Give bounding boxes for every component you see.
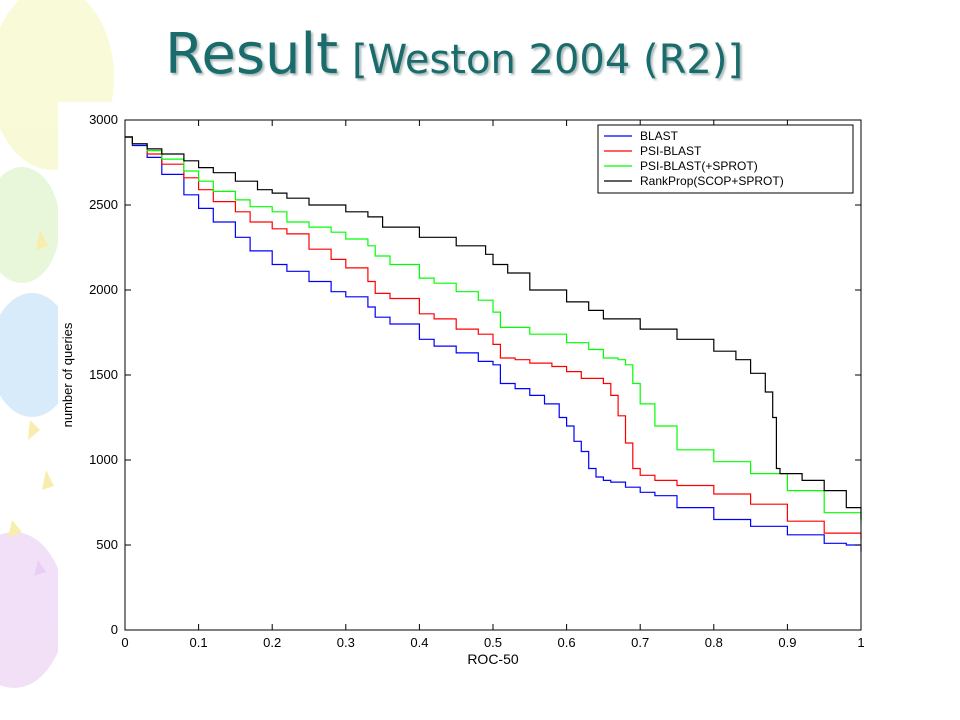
y-tick-label: 1500	[89, 367, 118, 382]
confetti-piece	[42, 470, 54, 490]
confetti-piece	[36, 230, 48, 250]
slide-title: Result [Weston 2004 (R2)]	[165, 22, 743, 87]
x-axis-label: ROC-50	[467, 651, 519, 667]
legend-entry-label: PSI-BLAST(+SPROT)	[640, 159, 758, 173]
chart-legend: BLASTPSI-BLASTPSI-BLAST(+SPROT)RankProp(…	[597, 124, 854, 194]
series-line-3	[125, 136, 862, 520]
x-axis-ticks: 0 0.1 0.2 0.3 0.4 0.5 0.6 0.7 0.8 0.9 1	[121, 120, 865, 650]
y-tick-label: 500	[96, 537, 118, 552]
x-tick-label: 0.9	[778, 635, 796, 650]
series-line-1	[125, 136, 862, 540]
x-tick-label: 1	[857, 635, 864, 650]
balloon-decoration-left	[0, 0, 114, 688]
y-tick-label: 3000	[89, 112, 118, 127]
plot-lines	[125, 136, 862, 552]
x-tick-label: 0.8	[705, 635, 723, 650]
series-line-0	[125, 136, 862, 552]
y-tick-label: 0	[111, 622, 118, 637]
balloon-purple	[0, 532, 66, 688]
y-axis-ticks: 0 500 1000 1500 2000 2500 3000	[89, 112, 861, 637]
x-tick-label: 0.3	[337, 635, 355, 650]
confetti-piece	[34, 560, 46, 576]
x-tick-label: 0.5	[484, 635, 502, 650]
balloon-green	[0, 167, 60, 283]
confetti-piece	[28, 420, 40, 440]
x-tick-label: 0.7	[631, 635, 649, 650]
roc50-chart: 0 0.1 0.2 0.3 0.4 0.5 0.6 0.7 0.8 0.9 1 0 500 1000 15…	[58, 102, 878, 672]
legend-entry-label: BLAST	[640, 129, 679, 143]
slide-title-citation: [Weston 2004 (R2)]	[352, 37, 744, 83]
legend-entry-label: RankProp(SCOP+SPROT)	[640, 174, 784, 188]
y-axis-label: number of queries	[60, 322, 75, 427]
chart-figure-background	[58, 102, 878, 672]
y-tick-label: 2500	[89, 197, 118, 212]
x-tick-label: 0.1	[190, 635, 208, 650]
x-tick-label: 0.4	[410, 635, 428, 650]
series-line-2	[125, 136, 862, 525]
y-tick-label: 1000	[89, 452, 118, 467]
confetti-piece	[8, 520, 22, 538]
y-tick-label: 2000	[89, 282, 118, 297]
x-tick-label: 0.6	[558, 635, 576, 650]
slide-title-main: Result	[165, 22, 339, 87]
x-tick-label: 0.2	[263, 635, 281, 650]
x-tick-label: 0	[121, 635, 128, 650]
balloon-blue	[0, 293, 74, 417]
legend-box	[597, 124, 854, 194]
legend-entry-label: PSI-BLAST	[640, 144, 702, 158]
